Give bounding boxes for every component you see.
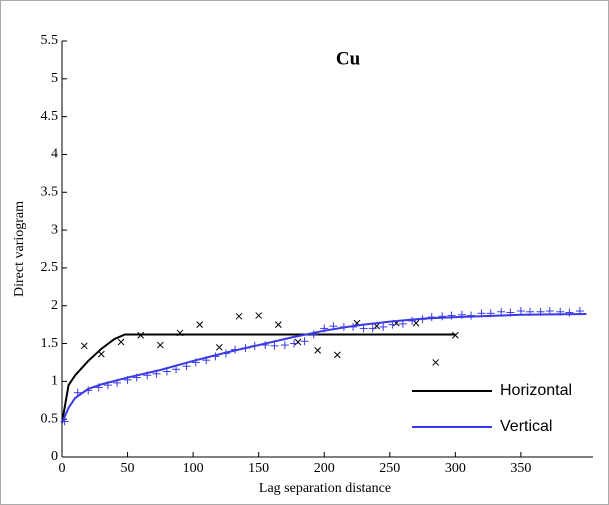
marker-stroke	[432, 359, 440, 366]
x-tick-label: 50	[121, 461, 135, 476]
point	[80, 342, 88, 350]
model-line	[61, 333, 456, 424]
point	[333, 351, 341, 359]
x-tick-label: 350	[510, 461, 531, 476]
marker-stroke	[215, 343, 223, 351]
point	[196, 321, 204, 328]
point	[235, 312, 243, 320]
y-tick-label: 0	[51, 449, 58, 464]
point	[300, 337, 309, 346]
marker-stroke	[80, 342, 88, 350]
point	[408, 316, 417, 325]
y-tick-label: 5	[51, 71, 58, 86]
point	[280, 341, 289, 350]
marker-stroke	[97, 350, 105, 358]
marker-stroke	[314, 346, 322, 354]
point	[294, 338, 302, 346]
point	[270, 341, 279, 350]
marker-stroke	[156, 341, 164, 349]
point	[255, 312, 263, 319]
y-tick-label: 4.5	[41, 109, 59, 124]
marker-stroke	[255, 312, 263, 319]
model-line	[61, 313, 587, 424]
point	[314, 346, 322, 354]
y-axis-label: Direct variogram	[12, 201, 27, 297]
marker-stroke	[274, 321, 282, 328]
point	[368, 324, 377, 333]
y-tick-label: 2.5	[41, 260, 59, 275]
point	[379, 322, 388, 331]
y-tick-label: 3	[51, 222, 58, 237]
chart-title: Cu	[336, 48, 361, 69]
point	[290, 339, 299, 348]
x-axis-label: Lag separation distance	[259, 481, 391, 496]
point	[309, 330, 318, 339]
legend-label: Vertical	[500, 418, 552, 435]
point	[359, 324, 368, 333]
legend-label: Horizontal	[500, 382, 572, 399]
point	[274, 321, 282, 328]
x-tick-label: 250	[379, 461, 400, 476]
x-tick-label: 300	[445, 461, 466, 476]
point	[432, 359, 440, 366]
point	[497, 307, 506, 316]
point	[117, 338, 125, 346]
y-tick-label: 1	[51, 374, 58, 389]
point	[215, 343, 223, 351]
x-tick-label: 150	[248, 461, 269, 476]
y-tick-label: 2	[51, 298, 58, 313]
x-tick-label: 200	[314, 461, 335, 476]
y-tick-label: 5.5	[41, 33, 59, 48]
y-tick-label: 3.5	[41, 184, 59, 199]
marker-stroke	[412, 319, 420, 327]
marker-stroke	[117, 338, 125, 346]
y-tick-label: 4	[51, 147, 58, 162]
y-tick-label: 0.5	[41, 411, 59, 426]
marker-stroke	[235, 312, 243, 320]
point	[438, 312, 447, 321]
x-tick-label: 0	[59, 461, 66, 476]
point	[156, 341, 164, 349]
point	[565, 308, 574, 317]
marker-stroke	[333, 351, 341, 359]
marker-stroke	[196, 321, 204, 328]
point	[97, 350, 105, 358]
point	[516, 307, 525, 316]
x-tick-label: 100	[183, 461, 204, 476]
y-tick-label: 1.5	[41, 336, 59, 351]
